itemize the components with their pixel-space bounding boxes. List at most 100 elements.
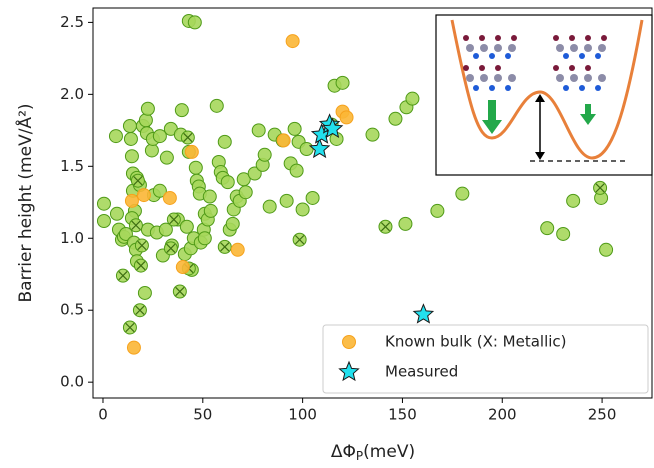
point: [162, 190, 177, 205]
point: [566, 193, 581, 208]
point: [220, 175, 235, 190]
point: [174, 103, 189, 118]
point: [118, 226, 133, 241]
point: [287, 121, 302, 136]
y-tick-label: 0.5: [60, 301, 84, 319]
x-label-sub: P: [356, 449, 363, 463]
point: [108, 129, 123, 144]
metallic-cross: [295, 235, 305, 245]
plot-frame: [92, 7, 653, 399]
metallic-cross: [175, 286, 185, 297]
metallic-cross: [136, 260, 146, 271]
point: [159, 150, 174, 165]
point: [175, 260, 190, 275]
point: [305, 190, 320, 205]
point: [599, 242, 614, 257]
point: [365, 127, 380, 142]
y-tick-label: 0.0: [60, 373, 84, 391]
metallic-cross: [380, 222, 391, 232]
legend-label: Known bulk (X: Metallic): [385, 333, 567, 351]
x-tick-label: 100: [288, 406, 317, 424]
point: [137, 285, 152, 300]
point: [96, 196, 111, 211]
metallic-cross: [118, 271, 128, 281]
point: [124, 149, 139, 164]
point: [152, 129, 167, 144]
metallic-cross: [169, 214, 179, 225]
legend-label: Measured: [385, 363, 458, 381]
point: [247, 166, 262, 181]
point: [209, 98, 224, 113]
point: [238, 185, 253, 200]
point: [144, 143, 159, 158]
point: [109, 206, 124, 221]
metallic-cross: [595, 183, 605, 193]
point: [203, 203, 218, 218]
dipole-arrow-small: [580, 104, 596, 125]
inset: [435, 14, 653, 176]
series: [308, 113, 435, 324]
y-tick-label: 1.0: [60, 229, 84, 247]
barrier-arrow-heads: [535, 94, 545, 160]
point: [299, 142, 314, 157]
dipole-arrow-large: [482, 100, 502, 134]
point: [455, 186, 470, 201]
point: [122, 119, 137, 134]
x-tick-label: 250: [588, 406, 617, 424]
point: [339, 110, 354, 125]
point: [179, 219, 194, 234]
point: [279, 193, 294, 208]
y-tick-label: 2.0: [60, 85, 84, 103]
point: [152, 183, 167, 198]
point: [285, 34, 300, 49]
series: [96, 13, 614, 300]
point: [140, 101, 155, 116]
point: [124, 193, 139, 208]
series: [124, 34, 354, 355]
point: [405, 91, 420, 106]
point: [295, 202, 310, 217]
x-tick-label: 50: [193, 406, 212, 424]
energy-curve: [450, 19, 644, 160]
point: [225, 216, 240, 231]
metallic-cross: [220, 242, 230, 252]
point: [335, 75, 350, 90]
point: [158, 222, 173, 237]
point: [126, 340, 141, 355]
point: [556, 226, 571, 241]
star-point: [321, 117, 344, 139]
point: [398, 216, 413, 231]
metallic-cross: [131, 220, 141, 230]
legend: Known bulk (X: Metallic) Measured: [322, 324, 649, 394]
x-label-part: ΔΦ: [331, 442, 356, 462]
star-point: [412, 303, 435, 324]
x-axis-label: ΔΦP(meV): [331, 442, 415, 463]
point: [187, 15, 202, 30]
point: [188, 160, 203, 175]
point: [96, 213, 111, 228]
atoms-left: [463, 35, 517, 91]
metallic-cross: [125, 322, 135, 333]
point: [123, 131, 138, 146]
point: [138, 113, 153, 128]
point: [217, 134, 232, 149]
point: [136, 188, 151, 203]
point: [230, 242, 245, 257]
inset-frame: [435, 14, 653, 176]
star-point: [308, 137, 331, 159]
metallic-cross: [137, 240, 147, 251]
series: [115, 130, 608, 335]
x-label-part: (meV): [363, 442, 415, 462]
point: [289, 163, 304, 178]
legend-box: [322, 324, 649, 394]
legend-marker: [338, 360, 360, 382]
metallic-cross: [135, 305, 145, 315]
point: [184, 144, 199, 159]
point: [202, 189, 217, 204]
legend-marker: [342, 335, 356, 349]
x-tick-label: 0: [98, 406, 108, 424]
metallic-cross: [183, 132, 193, 143]
x-tick-label: 150: [388, 406, 417, 424]
point: [388, 111, 403, 126]
point: [540, 221, 555, 236]
